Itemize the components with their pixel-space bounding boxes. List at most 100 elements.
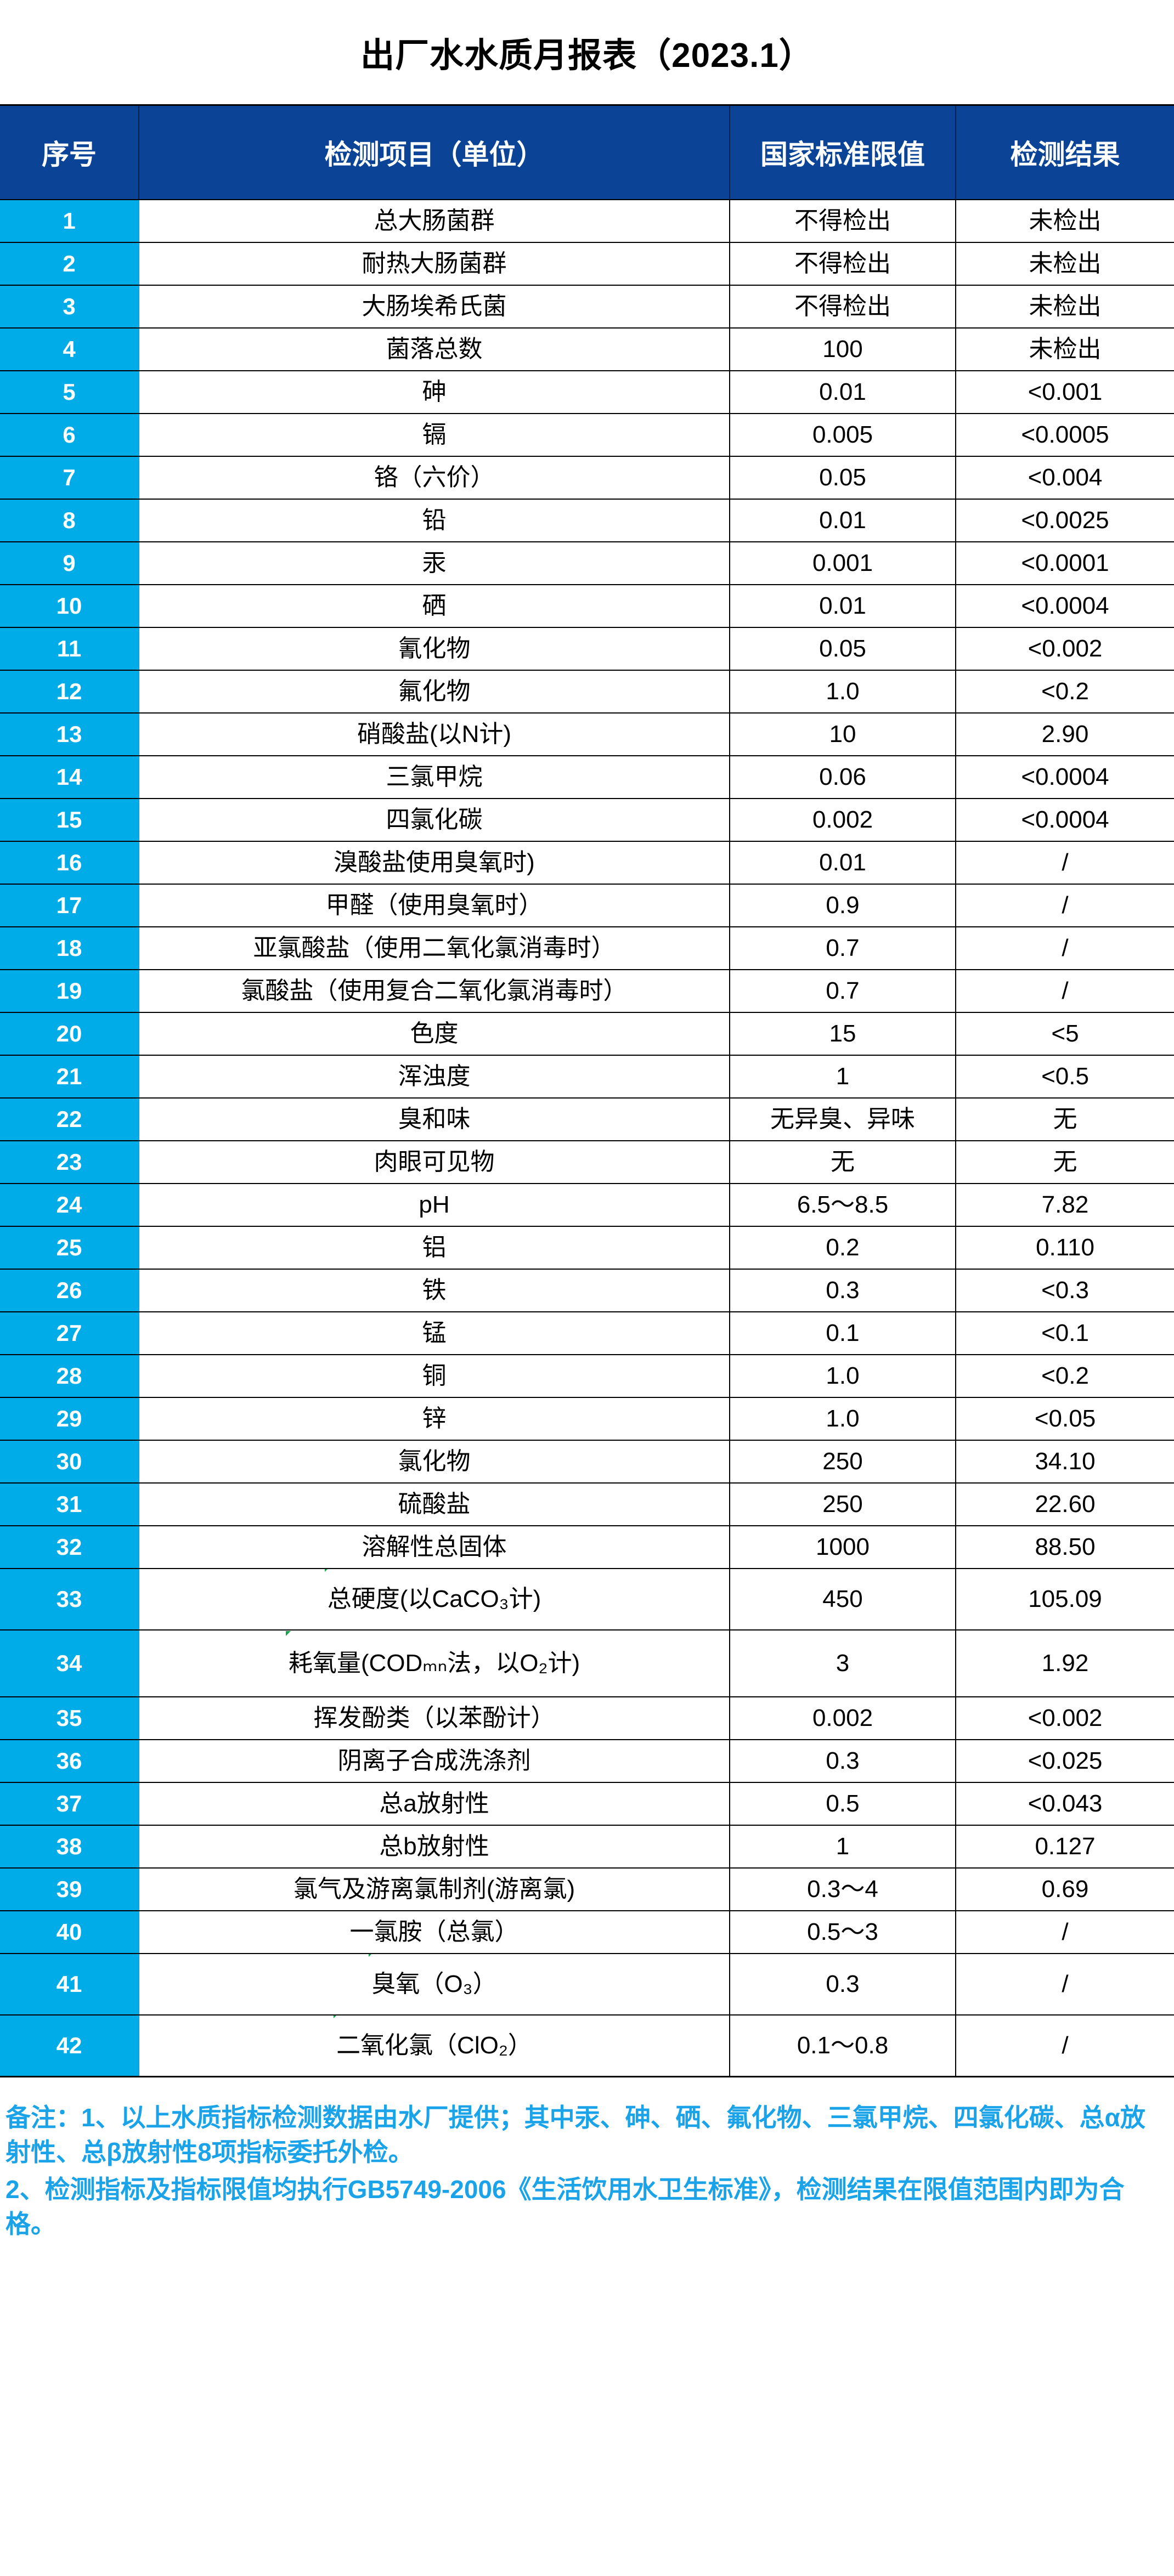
table-row: 40 一氯胺（总氯） 0.5～3/ bbox=[0, 1911, 1174, 1954]
test-item-cell: 镉 bbox=[139, 414, 730, 457]
test-item-cell: 四氯化碳 bbox=[139, 799, 730, 842]
test-result-cell: <0.043 bbox=[956, 1782, 1174, 1826]
test-item-cell: 总大肠菌群 bbox=[139, 200, 730, 243]
test-result-cell: 未检出 bbox=[956, 328, 1174, 371]
standard-limit-cell: 0.005 bbox=[730, 414, 956, 457]
test-item-cell: 浑浊度 bbox=[139, 1055, 730, 1099]
test-result-cell: / bbox=[956, 841, 1174, 885]
water-quality-table: 序号 检测项目（单位） 国家标准限值 检测结果 1 总大肠菌群 不得检出 未检出 2 耐热… bbox=[0, 104, 1174, 2077]
test-item-cell: 总硬度(以CaCO₃计) bbox=[139, 1569, 730, 1630]
table-row: 12 氟化物 1.0 <0.2 bbox=[0, 670, 1174, 714]
test-result-cell: 105.09 bbox=[956, 1569, 1174, 1630]
test-item-cell: 大肠埃希氏菌 bbox=[139, 285, 730, 329]
table-row: 15 四氯化碳 0.002 <0.0004 bbox=[0, 799, 1174, 842]
standard-limit-cell: 0.01 bbox=[730, 585, 956, 628]
row-index-cell: 24 bbox=[0, 1184, 139, 1227]
table-row: 32 溶解性总固体 1000 88.50 bbox=[0, 1526, 1174, 1569]
row-index-cell: 35 bbox=[0, 1697, 139, 1740]
test-result-cell: <0.3 bbox=[956, 1269, 1174, 1312]
test-result-cell: <5 bbox=[956, 1012, 1174, 1056]
table-row: 23 肉眼可见物无无 bbox=[0, 1141, 1174, 1184]
row-index-cell: 21 bbox=[0, 1055, 139, 1099]
standard-limit-cell: 0.01 bbox=[730, 371, 956, 414]
table-row: 5 砷 0.01 <0.001 bbox=[0, 371, 1174, 414]
test-item-cell: 二氧化氯（ClO₂） bbox=[139, 2015, 730, 2077]
standard-limit-cell: 0.5～3 bbox=[730, 1911, 956, 1954]
table-row: 30 氯化物 250 34.10 bbox=[0, 1440, 1174, 1484]
test-item-cell: 氯化物 bbox=[139, 1440, 730, 1484]
row-index-cell: 31 bbox=[0, 1483, 139, 1526]
row-index-cell: 33 bbox=[0, 1569, 139, 1630]
test-result-cell: <0.5 bbox=[956, 1055, 1174, 1099]
row-index-cell: 23 bbox=[0, 1141, 139, 1184]
test-result-cell: <0.0004 bbox=[956, 799, 1174, 842]
test-result-cell: 34.10 bbox=[956, 1440, 1174, 1484]
standard-limit-cell: 0.001 bbox=[730, 542, 956, 585]
row-index-cell: 36 bbox=[0, 1740, 139, 1783]
standard-limit-cell: 不得检出 bbox=[730, 200, 956, 243]
test-item-cell: 砷 bbox=[139, 371, 730, 414]
row-index-cell: 4 bbox=[0, 328, 139, 371]
table-row: 31 硫酸盐 250 22.60 bbox=[0, 1483, 1174, 1526]
row-index-cell: 39 bbox=[0, 1868, 139, 1911]
test-item-cell: 锰 bbox=[139, 1312, 730, 1355]
row-index-cell: 27 bbox=[0, 1312, 139, 1355]
standard-limit-cell: 1.0 bbox=[730, 1355, 956, 1398]
standard-limit-cell: 0.2 bbox=[730, 1226, 956, 1270]
standard-limit-cell: 0.9 bbox=[730, 884, 956, 927]
row-index-cell: 28 bbox=[0, 1355, 139, 1398]
test-result-cell: 22.60 bbox=[956, 1483, 1174, 1526]
test-item-cell: 铜 bbox=[139, 1355, 730, 1398]
test-item-cell: 硫酸盐 bbox=[139, 1483, 730, 1526]
row-index-cell: 22 bbox=[0, 1098, 139, 1141]
page-title: 出厂水水质月报表（2023.1） bbox=[360, 37, 814, 75]
test-result-cell: <0.0005 bbox=[956, 414, 1174, 457]
test-result-cell: 7.82 bbox=[956, 1184, 1174, 1227]
test-result-cell: 无 bbox=[956, 1141, 1174, 1184]
standard-limit-cell: 0.002 bbox=[730, 799, 956, 842]
row-index-cell: 42 bbox=[0, 2015, 139, 2077]
row-index-cell: 11 bbox=[0, 627, 139, 671]
table-row: 36 阴离子合成洗涤剂 0.3 <0.025 bbox=[0, 1740, 1174, 1783]
row-index-cell: 25 bbox=[0, 1226, 139, 1270]
test-result-cell: 1.92 bbox=[956, 1630, 1174, 1697]
test-item-cell: 菌落总数 bbox=[139, 328, 730, 371]
row-index-cell: 3 bbox=[0, 285, 139, 329]
standard-limit-cell: 无 bbox=[730, 1141, 956, 1184]
test-item-cell: 铅 bbox=[139, 499, 730, 542]
table-row: 7 铬（六价） 0.05 <0.004 bbox=[0, 456, 1174, 500]
row-index-cell: 16 bbox=[0, 841, 139, 885]
row-index-cell: 40 bbox=[0, 1911, 139, 1954]
row-index-cell: 8 bbox=[0, 499, 139, 542]
test-item-cell: 肉眼可见物 bbox=[139, 1141, 730, 1184]
test-item-cell: 溴酸盐使用臭氧时) bbox=[139, 841, 730, 885]
row-index-cell: 38 bbox=[0, 1825, 139, 1869]
table-row: 4 菌落总数 100 未检出 bbox=[0, 328, 1174, 371]
standard-limit-cell: 0.01 bbox=[730, 499, 956, 542]
test-item-cell: 氯气及游离氯制剂(游离氯) bbox=[139, 1868, 730, 1911]
table-row: 11 氰化物 0.05 <0.002 bbox=[0, 627, 1174, 671]
test-item-cell: 汞 bbox=[139, 542, 730, 585]
test-result-cell: / bbox=[956, 1954, 1174, 2015]
standard-limit-cell: 0.3 bbox=[730, 1954, 956, 2015]
row-index-cell: 18 bbox=[0, 927, 139, 970]
table-row: 6 镉 0.005 <0.0005 bbox=[0, 414, 1174, 457]
standard-limit-cell: 1 bbox=[730, 1055, 956, 1099]
row-index-cell: 12 bbox=[0, 670, 139, 714]
standard-limit-cell: 不得检出 bbox=[730, 285, 956, 329]
standard-limit-cell: 0.3 bbox=[730, 1740, 956, 1783]
test-result-cell: <0.0004 bbox=[956, 756, 1174, 799]
test-result-cell: 0.110 bbox=[956, 1226, 1174, 1270]
table-row: 35 挥发酚类（以苯酚计） 0.002 <0.002 bbox=[0, 1697, 1174, 1740]
test-result-cell: <0.0004 bbox=[956, 585, 1174, 628]
standard-limit-cell: 不得检出 bbox=[730, 242, 956, 286]
row-index-cell: 9 bbox=[0, 542, 139, 585]
test-result-cell: 88.50 bbox=[956, 1526, 1174, 1569]
standard-limit-cell: 1 bbox=[730, 1825, 956, 1869]
table-row: 8 铅 0.01 <0.0025 bbox=[0, 499, 1174, 542]
row-index-cell: 19 bbox=[0, 970, 139, 1013]
header-row: 序号 检测项目（单位） 国家标准限值 检测结果 bbox=[0, 105, 1174, 200]
test-item-cell: 臭氧（O₃） bbox=[139, 1954, 730, 2015]
table-body: 1 总大肠菌群 不得检出 未检出 2 耐热大肠菌群 不得检出 未检出 3 大肠埃希氏菌 不得检出 未检… bbox=[0, 200, 1174, 2077]
